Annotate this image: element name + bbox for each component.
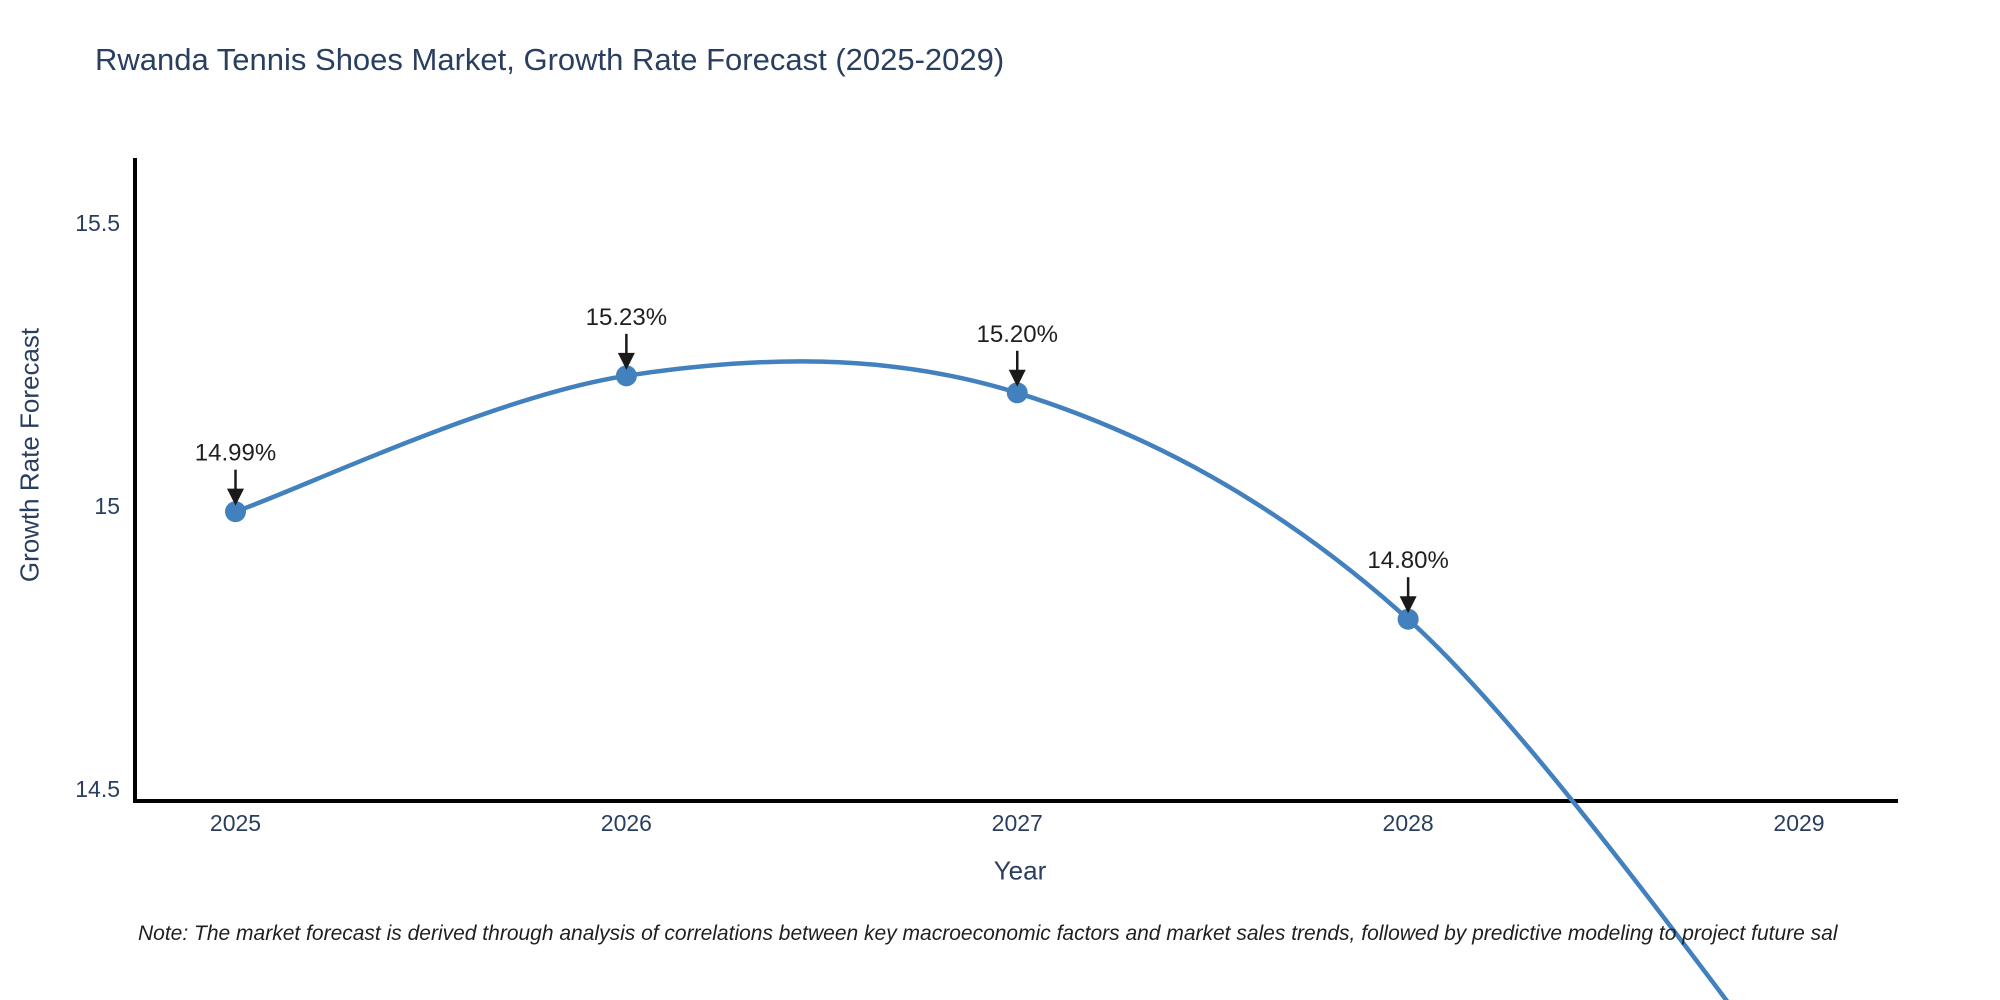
y-tick-label: 15	[94, 493, 120, 519]
data-point-label: 15.23%	[586, 304, 667, 331]
annotation-arrowhead-icon	[1399, 596, 1417, 614]
y-tick-label: 15.5	[75, 210, 120, 236]
data-point-2025[interactable]	[225, 501, 246, 523]
trend-line	[233, 359, 1730, 1000]
data-point-label: 15.20%	[977, 321, 1058, 348]
x-tick-label: 2026	[601, 810, 652, 836]
annotation-arrowhead-icon	[227, 488, 244, 506]
x-tick-label: 2029	[1773, 810, 1824, 836]
x-axis-title: Year	[993, 855, 1047, 886]
annotation-arrowhead-icon	[1008, 369, 1026, 387]
data-point-2027[interactable]	[1006, 382, 1028, 404]
y-tick-label: 14.5	[75, 776, 120, 802]
data-point-2026[interactable]	[615, 365, 637, 387]
data-point-2028[interactable]	[1397, 608, 1419, 630]
data-point-label: 14.99%	[195, 440, 276, 467]
x-tick-label: 2027	[992, 810, 1043, 836]
y-axis-title: Growth Rate Forecast	[14, 327, 45, 583]
chart-title: Rwanda Tennis Shoes Market, Growth Rate …	[95, 42, 1005, 77]
footnote: Note: The market forecast is derived thr…	[138, 922, 1838, 945]
data-point-label: 14.80%	[1367, 547, 1448, 574]
x-tick-label: 2028	[1383, 810, 1434, 836]
annotation-arrowhead-icon	[617, 352, 635, 370]
x-tick-label: 2025	[210, 810, 261, 836]
